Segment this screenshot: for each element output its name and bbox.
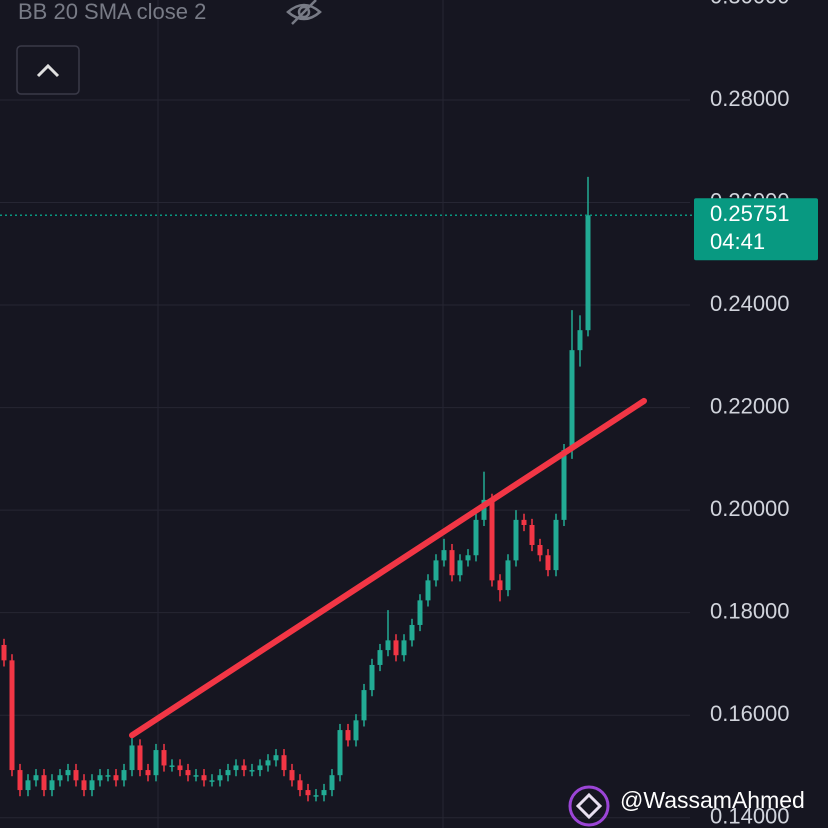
- candle-body: [129, 745, 135, 771]
- candle-body: [433, 560, 439, 581]
- candle-body: [281, 755, 287, 771]
- y-tick-label: 0.24000: [710, 291, 790, 316]
- watermark-logo: [568, 785, 610, 827]
- candle-body: [425, 580, 431, 601]
- candle-body: [193, 775, 199, 777]
- hide-icon[interactable]: [286, 0, 322, 25]
- candle-body: [145, 770, 151, 776]
- candle-body: [57, 775, 63, 781]
- candle-body: [473, 519, 479, 556]
- candle-body: [137, 745, 143, 771]
- candle-body: [105, 775, 111, 777]
- candle-body: [209, 780, 215, 782]
- candle-body: [257, 765, 263, 771]
- candle-body: [297, 780, 303, 791]
- candle-body: [465, 555, 471, 561]
- candle-body: [177, 765, 183, 771]
- candle-body: [41, 775, 47, 791]
- candle-body: [553, 519, 559, 571]
- candle-body: [457, 560, 463, 576]
- candle-body: [169, 765, 175, 767]
- candle-body: [289, 770, 295, 781]
- candle-body: [33, 775, 39, 781]
- y-tick-label: 0.18000: [710, 598, 790, 623]
- candle-body: [185, 770, 191, 776]
- candle-body: [521, 519, 527, 525]
- candle-body: [89, 780, 95, 791]
- price-tag: [694, 198, 818, 261]
- y-tick-label: 0.16000: [710, 701, 790, 726]
- plot-area: [0, 99, 694, 819]
- candle-body: [241, 765, 247, 771]
- candle-body: [369, 664, 375, 691]
- candle-body: [305, 790, 311, 796]
- candle-body: [161, 750, 167, 766]
- candle-body: [321, 790, 327, 796]
- candle-body: [233, 765, 239, 771]
- candle-body: [1, 644, 7, 661]
- y-tick-label: 0.28000: [710, 86, 790, 111]
- candle-body: [545, 555, 551, 571]
- candle-body: [577, 330, 583, 351]
- candle-body: [113, 775, 119, 781]
- price-label: 0.25751: [710, 201, 790, 226]
- candle-body: [25, 780, 31, 791]
- candle-body: [489, 499, 495, 581]
- candle-body: [529, 524, 535, 545]
- candle-body: [313, 795, 319, 797]
- candle-body: [225, 770, 231, 776]
- y-tick-label: 0.14000: [710, 804, 790, 828]
- candle-body: [329, 775, 335, 791]
- candle-body: [537, 544, 543, 556]
- candle-body: [417, 600, 423, 625]
- y-tick-label: 0.22000: [710, 393, 790, 418]
- candle-body: [481, 499, 487, 520]
- candle-body: [65, 770, 71, 776]
- candle-body: [585, 215, 591, 331]
- candle-body: [377, 650, 383, 665]
- candle-body: [513, 519, 519, 561]
- overlay: 0.14000 0.16000 0.18000 0.20000 0.22000 0.240…: [694, 0, 818, 828]
- candle-body: [121, 770, 127, 781]
- y-tick-label: 0.20000: [710, 496, 790, 521]
- candle-body: [49, 780, 55, 791]
- candle-body: [505, 560, 511, 591]
- candle-body: [249, 770, 255, 772]
- candle-body: [385, 640, 391, 651]
- candle-body: [17, 770, 23, 791]
- candle-body: [337, 730, 343, 776]
- countdown-label: 04:41: [710, 229, 765, 254]
- candle-body: [441, 550, 447, 561]
- trendline: [129, 397, 647, 739]
- candle-body: [361, 690, 367, 721]
- watermark: @WassamAhmed: [620, 787, 805, 813]
- candle-body: [265, 760, 271, 766]
- candle-body: [401, 640, 407, 656]
- y-tick-label: 0.30000: [710, 0, 790, 8]
- candle-body: [497, 580, 503, 591]
- candle-body: [449, 550, 455, 576]
- candle-body: [97, 775, 103, 781]
- candle-body: [153, 750, 159, 776]
- candle-body: [217, 775, 223, 781]
- indicator-label[interactable]: BB 20 SMA close 2: [18, 0, 206, 24]
- candle-body: [409, 624, 415, 641]
- candle-body: [353, 720, 359, 741]
- candle-body: [561, 450, 567, 520]
- candle-body: [81, 780, 87, 791]
- candle-body: [345, 730, 351, 741]
- collapse-button[interactable]: [16, 45, 80, 95]
- candle-body: [273, 755, 279, 761]
- candle-body: [9, 660, 15, 771]
- candle-body: [393, 640, 399, 656]
- candle-body: [201, 775, 207, 781]
- candle-body: [569, 350, 575, 451]
- candle-body: [73, 770, 79, 781]
